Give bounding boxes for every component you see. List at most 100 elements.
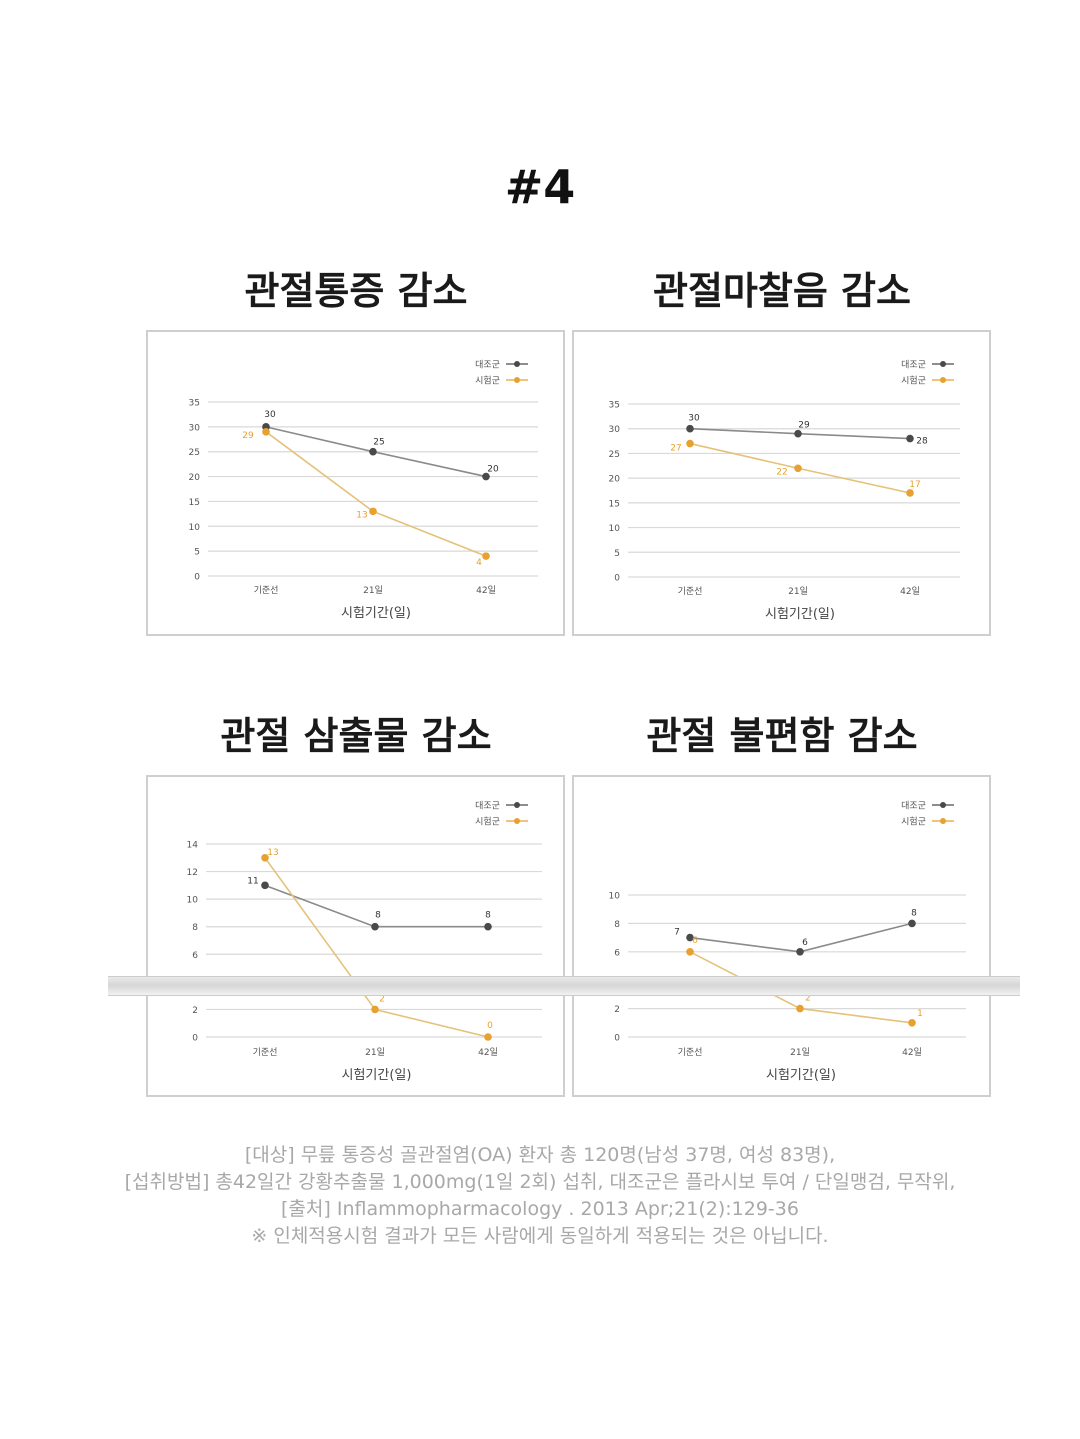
legend-marker: [940, 361, 946, 367]
footnote-disclaimer: ※ 인체적용시험 결과가 모든 사람에게 동일하게 적용되는 것은 아닙니다.: [251, 1225, 829, 1247]
x-tick-label: 21일: [788, 586, 808, 597]
legend-label: 대조군: [475, 801, 500, 812]
chart-panel-pain: 0 5 10 15 20 25 30 35 기준선 21일 42일 시험기간(일) 대조군 시험군 30 25…: [146, 330, 565, 636]
x-tick-label: 42일: [902, 1047, 922, 1058]
control-data-label: 30: [688, 414, 700, 424]
test-data-point: [906, 489, 914, 497]
x-tick-label: 42일: [476, 585, 496, 596]
x-tick-label: 기준선: [253, 1047, 278, 1058]
test-data-point: [484, 1033, 492, 1041]
test-data-label: 4: [476, 558, 482, 568]
y-tick-label: 14: [187, 841, 199, 851]
y-tick-label: 0: [614, 574, 620, 584]
control-data-label: 7: [674, 928, 680, 938]
chart-panel-effusion: 02468101214기준선21일42일시험기간(일)대조군시험군1188132…: [146, 775, 565, 1097]
y-tick-label: 8: [614, 920, 620, 930]
control-data-point: [482, 472, 490, 481]
control-data-point: [371, 922, 379, 931]
y-tick-label: 5: [614, 549, 620, 559]
legend-label: 시험군: [475, 376, 500, 387]
x-axis-label: 시험기간(일): [765, 607, 835, 622]
control-data-point: [794, 429, 802, 438]
legend-label: 대조군: [901, 360, 926, 371]
y-tick-label: 8: [192, 923, 198, 933]
test-data-point: [686, 439, 694, 448]
horizontal-divider-bar: [108, 976, 1020, 996]
y-tick-label: 0: [192, 1034, 198, 1044]
x-axis-label: 시험기간(일): [342, 1068, 412, 1083]
y-tick-label: 5: [194, 548, 200, 558]
chart-effusion: 02468101214기준선21일42일시험기간(일)대조군시험군1188132…: [187, 801, 542, 1083]
test-data-point: [908, 1019, 916, 1027]
test-data-label: 27: [670, 444, 681, 454]
control-data-label: 8: [911, 908, 917, 918]
test-data-label: 13: [356, 510, 367, 520]
control-data-label: 8: [375, 911, 381, 921]
control-series-line: [689, 922, 913, 953]
control-data-label: 20: [487, 465, 499, 475]
y-tick-label: 20: [609, 475, 621, 485]
test-data-label: 2: [379, 994, 385, 1004]
x-tick-label: 기준선: [678, 586, 703, 597]
y-tick-label: 25: [189, 448, 200, 458]
legend-marker: [940, 377, 946, 383]
test-data-label: 13: [267, 848, 278, 858]
control-data-point: [906, 434, 914, 443]
control-data-point: [908, 919, 916, 928]
test-data-label: 29: [242, 431, 254, 441]
y-tick-label: 35: [189, 399, 200, 409]
test-data-label: 22: [776, 467, 787, 477]
y-tick-label: 35: [609, 401, 620, 411]
x-tick-label: 21일: [365, 1047, 385, 1058]
chart-title-crepitus: 관절마찰음 감소: [653, 269, 911, 313]
y-tick-label: 10: [189, 523, 201, 533]
y-tick-label: 15: [189, 498, 200, 508]
control-data-point: [261, 881, 269, 890]
control-data-label: 8: [485, 911, 491, 921]
test-data-point: [261, 853, 269, 862]
y-tick-label: 10: [187, 896, 199, 906]
y-tick-label: 0: [614, 1034, 620, 1044]
legend-marker: [940, 818, 946, 824]
y-tick-label: 20: [189, 473, 201, 483]
control-data-point: [369, 447, 377, 456]
chart-title-pain: 관절통증 감소: [244, 269, 468, 313]
footnote-method: [섭취방법] 총42일간 강황추출물 1,000mg(1일 2회) 섭취, 대조…: [124, 1171, 956, 1193]
x-tick-label: 기준선: [254, 585, 279, 596]
legend-label: 시험군: [475, 817, 500, 828]
legend-label: 시험군: [901, 817, 926, 828]
y-tick-label: 10: [609, 892, 621, 902]
y-tick-label: 30: [609, 425, 621, 435]
y-tick-label: 6: [192, 951, 198, 961]
legend-marker: [514, 818, 520, 824]
test-data-point: [371, 1005, 379, 1014]
test-data-point: [262, 428, 270, 436]
y-tick-label: 15: [609, 499, 620, 509]
test-data-point: [369, 507, 377, 516]
y-tick-label: 2: [192, 1006, 198, 1016]
legend-marker: [514, 361, 520, 367]
page-heading: #4: [504, 160, 576, 214]
y-tick-label: 0: [194, 573, 200, 583]
x-tick-label: 42일: [478, 1047, 498, 1058]
y-tick-label: 6: [614, 948, 620, 958]
x-tick-label: 기준선: [678, 1047, 703, 1058]
x-axis-label: 시험기간(일): [766, 1068, 836, 1083]
legend-marker: [514, 802, 520, 808]
control-data-point: [796, 948, 804, 956]
footnote-source: [출처] Inflammopharmacology . 2013 Apr;21(…: [281, 1198, 799, 1220]
x-tick-label: 21일: [363, 585, 383, 596]
control-data-point: [686, 424, 694, 433]
y-tick-label: 12: [187, 868, 198, 878]
legend-label: 대조군: [475, 360, 500, 371]
test-data-point: [482, 552, 490, 560]
test-data-label: 6: [692, 936, 698, 946]
x-axis-label: 시험기간(일): [341, 606, 411, 621]
x-tick-label: 21일: [790, 1047, 810, 1058]
footnote-subjects: [대상] 무릎 통증성 골관절염(OA) 환자 총 120명(남성 37명, 여…: [244, 1144, 836, 1166]
chart-title-effusion: 관절 삼출물 감소: [220, 714, 492, 758]
test-data-label: 17: [909, 480, 920, 490]
